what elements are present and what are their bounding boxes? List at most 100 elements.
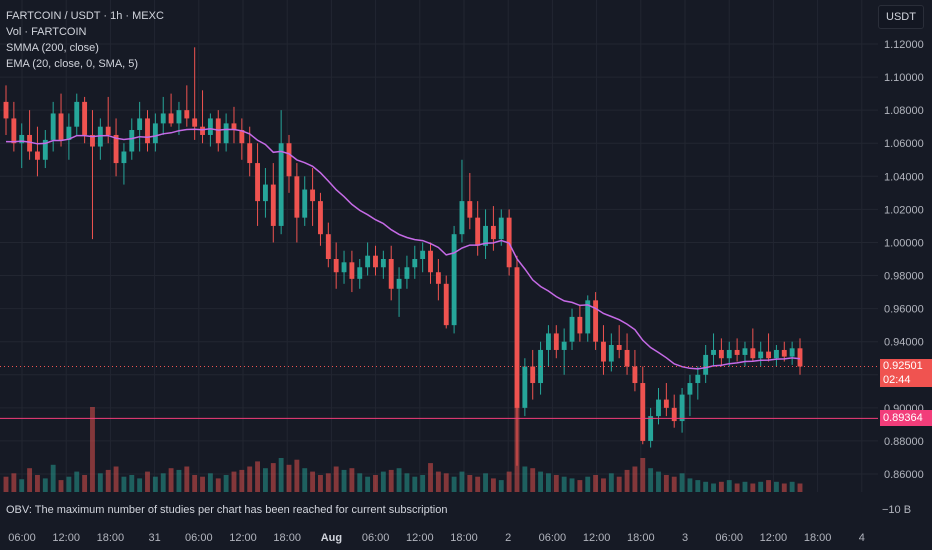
volume-bar	[373, 475, 378, 492]
candle-body	[616, 345, 622, 350]
candle	[428, 242, 433, 284]
indicator-smma-label[interactable]: SMMA (200, close)	[6, 42, 99, 54]
time-tick-label: 3	[682, 532, 688, 544]
candle-body	[679, 394, 685, 422]
candle	[207, 113, 213, 147]
time-tick-label: 12:00	[760, 532, 788, 544]
candle-body	[160, 113, 166, 124]
candle	[585, 295, 591, 342]
last-price-tag: 0.92501 02:44	[880, 359, 932, 388]
candle-body	[451, 234, 457, 326]
candle	[695, 366, 701, 400]
candle	[640, 366, 646, 445]
candle	[561, 328, 567, 375]
volume-bar	[695, 480, 701, 492]
candle-body	[325, 234, 331, 259]
volume-bar	[483, 473, 488, 492]
indicator-ema-label[interactable]: EMA (20, close, 0, SMA, 5)	[6, 58, 139, 70]
volume-bar	[663, 475, 669, 492]
candle-body	[475, 217, 481, 246]
candle	[310, 168, 316, 226]
last-price-value: 0.92501	[883, 360, 923, 373]
candle	[687, 374, 693, 417]
candle-body	[428, 250, 433, 273]
time-axis[interactable]: 06:00 12:00 18:00 31 06:00 12:00 18:00 Aug 06:00…	[8, 532, 865, 544]
candle	[435, 259, 441, 301]
time-tick-label: 4	[859, 532, 865, 544]
candle-body	[648, 416, 654, 441]
price-tick-label: 1.00000	[884, 237, 924, 249]
candle-body	[553, 333, 559, 350]
volume-bar	[90, 407, 95, 492]
volume-bar	[624, 469, 630, 492]
candle	[758, 341, 764, 367]
volume-bar	[451, 476, 457, 492]
price-tick-label: 0.96000	[884, 304, 924, 316]
candle	[42, 130, 48, 169]
volume-bars	[3, 390, 803, 492]
candle-body	[176, 110, 182, 124]
candle	[490, 206, 496, 251]
candle-body	[310, 189, 316, 202]
candle-body	[514, 267, 520, 408]
candle	[451, 225, 457, 334]
candle	[742, 341, 748, 367]
candle	[270, 163, 276, 243]
candle-body	[105, 126, 111, 135]
volume-bar	[742, 481, 748, 492]
time-tick-label: 06:00	[185, 532, 213, 544]
candle	[412, 245, 418, 279]
volume-bar	[113, 466, 119, 492]
volume-bar	[640, 458, 646, 492]
candle-body	[66, 126, 72, 140]
candle-body	[585, 300, 591, 334]
volume-bar	[365, 476, 371, 492]
candle-body	[19, 134, 25, 144]
candle	[483, 209, 488, 259]
candle-body	[545, 333, 551, 350]
candle	[459, 159, 465, 243]
horizontal-line-price-value: 0.89364	[883, 412, 923, 425]
volume-bar	[608, 473, 614, 492]
candle	[718, 338, 724, 367]
indicator-volume-label[interactable]: Vol · FARTCOIN	[6, 26, 87, 38]
volume-bar	[200, 476, 205, 492]
volume-bar	[19, 479, 25, 492]
candle	[498, 209, 504, 246]
volume-bar	[545, 473, 551, 492]
price-tick-label: 0.88000	[884, 436, 924, 448]
candle-body	[239, 130, 245, 144]
volume-bar	[380, 471, 386, 492]
volume-bar	[671, 476, 677, 492]
candle	[19, 123, 25, 169]
candle	[286, 134, 292, 193]
volume-bar	[270, 463, 276, 492]
currency-button[interactable]: USDT	[878, 5, 924, 29]
volume-bar	[467, 475, 473, 492]
volume-bar	[711, 483, 716, 492]
symbol-title[interactable]: FARTCOIN / USDT · 1h · MEXC	[6, 10, 164, 22]
price-tick-label: 1.10000	[884, 72, 924, 84]
candle-countdown: 02:44	[883, 374, 911, 387]
volume-bar	[766, 480, 771, 492]
candle	[137, 101, 143, 152]
candle-body	[207, 118, 213, 135]
time-tick-label: 06:00	[539, 532, 567, 544]
candle	[648, 407, 654, 448]
candle	[294, 163, 300, 243]
candle-body	[302, 189, 308, 218]
candle	[113, 118, 119, 177]
candle	[58, 93, 64, 147]
candle	[443, 275, 449, 329]
candle	[239, 118, 245, 160]
horizontal-line-price-tag: 0.89364	[880, 410, 932, 427]
candle	[145, 110, 150, 152]
candle	[663, 383, 669, 417]
candle-body	[577, 316, 583, 334]
price-tick-label: 1.04000	[884, 171, 924, 183]
volume-bar	[239, 469, 245, 492]
volume-bar	[420, 475, 426, 492]
volume-bar	[703, 481, 709, 492]
volume-bar	[648, 468, 654, 492]
